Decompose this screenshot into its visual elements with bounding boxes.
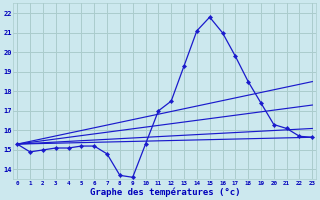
X-axis label: Graphe des températures (°c): Graphe des températures (°c): [90, 187, 240, 197]
